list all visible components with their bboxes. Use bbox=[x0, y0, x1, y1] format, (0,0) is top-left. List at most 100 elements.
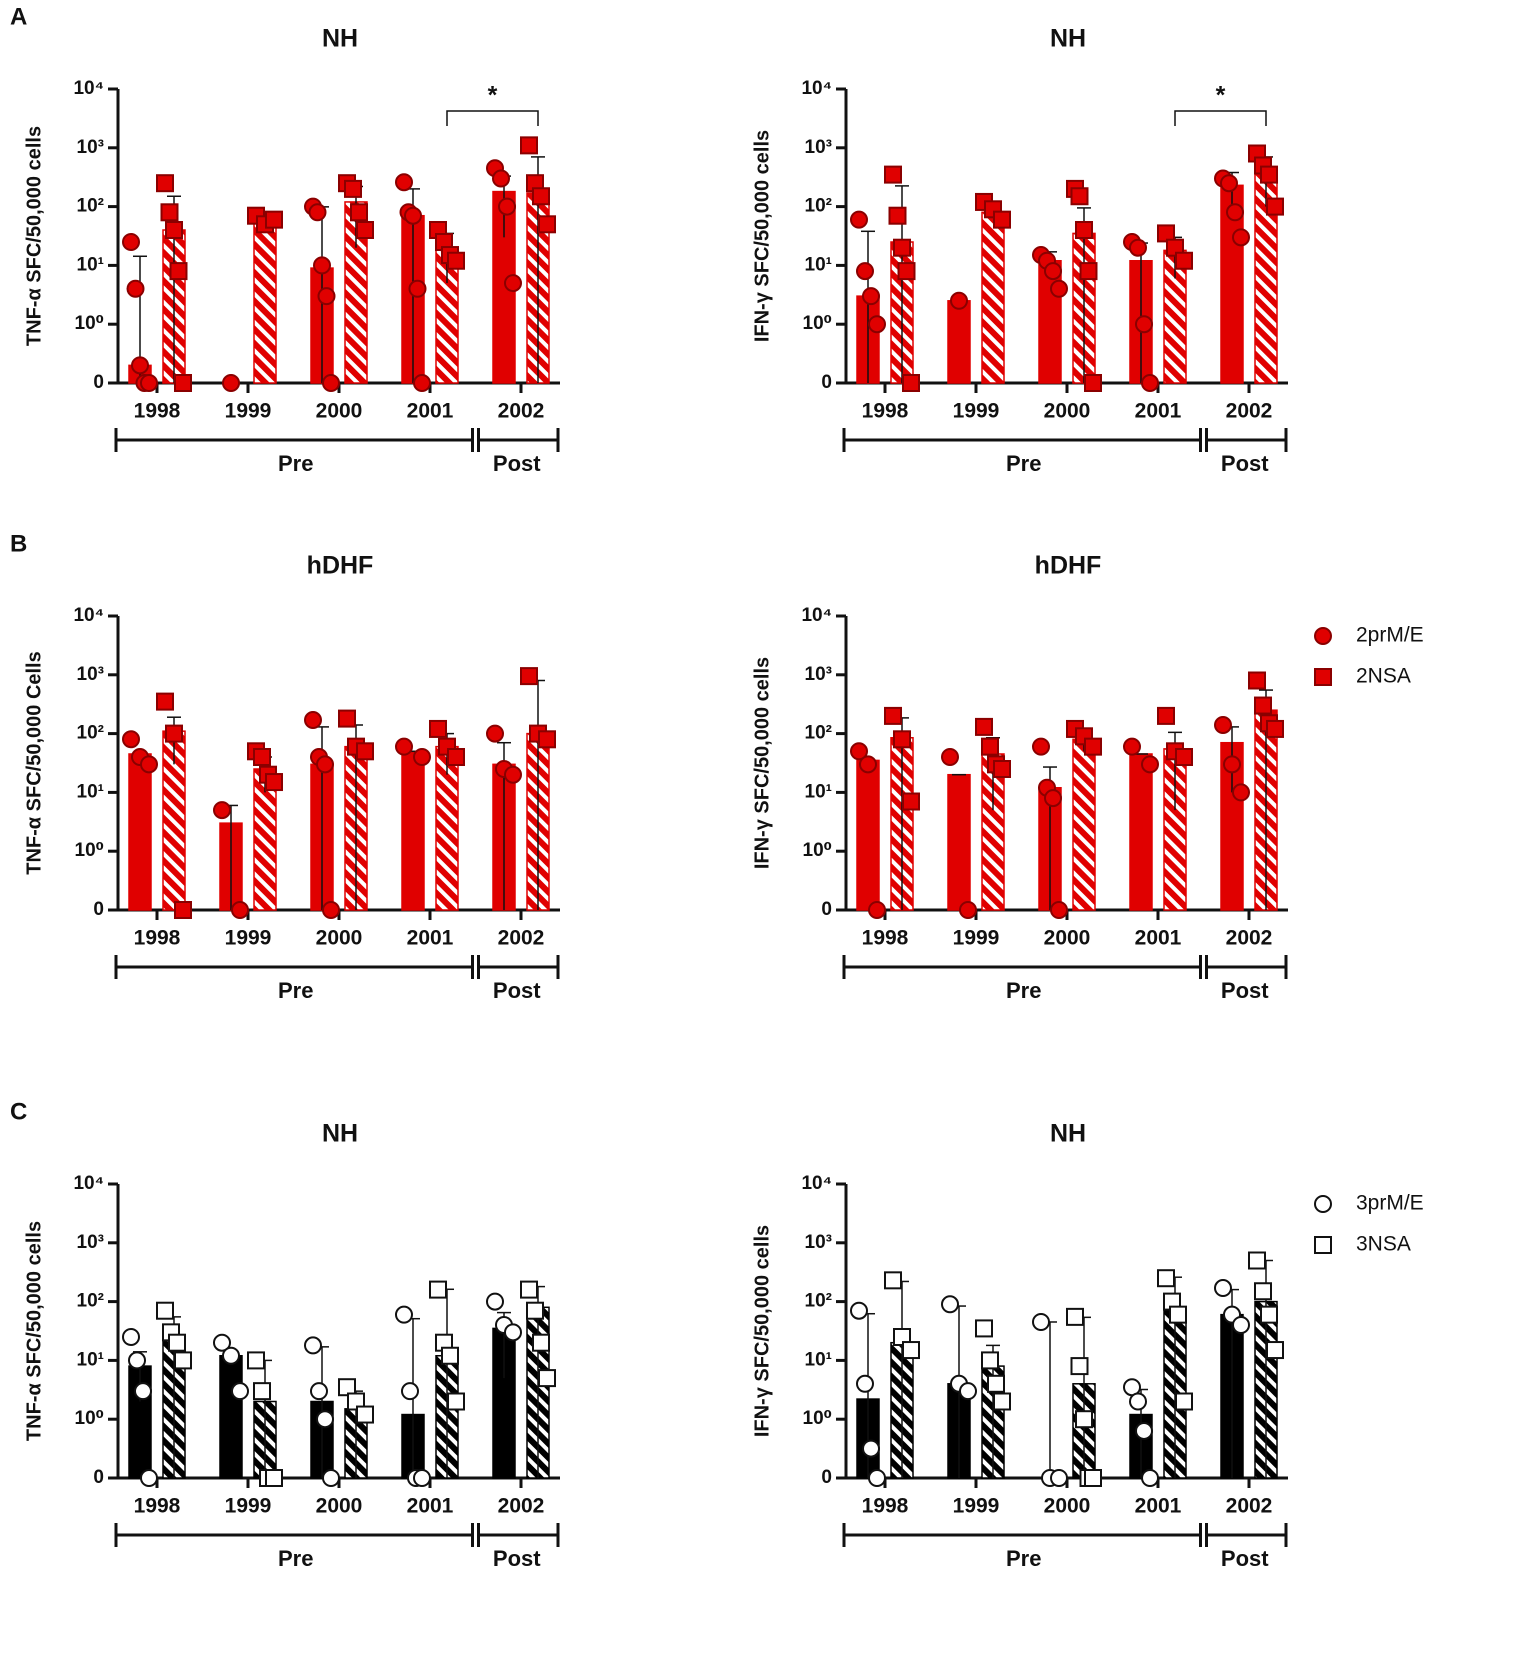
data-point bbox=[1266, 197, 1284, 216]
data-point bbox=[1220, 174, 1238, 193]
data-point bbox=[1226, 203, 1244, 222]
data-point bbox=[856, 262, 874, 281]
data-point bbox=[902, 792, 920, 811]
x-tick-label: 1998 bbox=[862, 1495, 909, 1518]
data-point bbox=[222, 374, 240, 392]
data-point bbox=[213, 1333, 231, 1352]
data-point bbox=[981, 1351, 999, 1370]
data-point bbox=[316, 1410, 334, 1429]
group-label: Pre bbox=[278, 1546, 313, 1571]
y-tick-label: 10² bbox=[77, 1291, 104, 1312]
data-point bbox=[486, 1292, 504, 1311]
data-point bbox=[981, 737, 999, 756]
chart-title: NH bbox=[322, 25, 358, 53]
y-tick-label: 10² bbox=[805, 196, 832, 217]
y-tick-label: 0 bbox=[821, 1467, 832, 1488]
x-tick-label: 1998 bbox=[134, 927, 181, 950]
y-tick-label: 0 bbox=[93, 899, 104, 920]
data-point bbox=[1248, 1251, 1266, 1270]
x-tick-label: 2000 bbox=[316, 927, 363, 950]
data-point bbox=[165, 220, 183, 239]
data-point bbox=[538, 215, 556, 234]
group-label: Pre bbox=[278, 978, 313, 1003]
data-point bbox=[1157, 706, 1175, 725]
data-point bbox=[1050, 1469, 1068, 1487]
data-point bbox=[313, 256, 331, 275]
data-point bbox=[504, 274, 522, 293]
data-point bbox=[1266, 1341, 1284, 1360]
x-tick-label: 2000 bbox=[1044, 1495, 1091, 1518]
data-point bbox=[253, 747, 271, 766]
legend-label: 3prM/E bbox=[1356, 1192, 1424, 1215]
data-point bbox=[486, 724, 504, 743]
data-point bbox=[959, 1382, 977, 1401]
data-point bbox=[441, 1346, 459, 1365]
data-point bbox=[344, 179, 362, 198]
data-point bbox=[902, 1341, 920, 1360]
data-point bbox=[1254, 1282, 1272, 1301]
data-point bbox=[1135, 315, 1153, 334]
data-point bbox=[160, 203, 179, 222]
data-point bbox=[401, 1382, 419, 1401]
data-point bbox=[447, 747, 465, 766]
y-axis-label: IFN-γ SFC/50,000 cells bbox=[751, 1225, 773, 1437]
data-point bbox=[395, 1305, 413, 1324]
data-point bbox=[408, 279, 427, 298]
data-point bbox=[447, 1392, 465, 1411]
data-point bbox=[975, 1319, 993, 1338]
significance-bracket bbox=[1174, 110, 1267, 126]
data-point bbox=[1169, 1305, 1187, 1324]
data-point bbox=[897, 262, 916, 281]
legend-label: 3NSA bbox=[1356, 1233, 1411, 1256]
x-tick-label: 2001 bbox=[1135, 927, 1182, 950]
data-point bbox=[265, 210, 283, 229]
data-point bbox=[888, 206, 907, 225]
data-point bbox=[1260, 165, 1278, 184]
data-point bbox=[1084, 737, 1102, 756]
data-point bbox=[122, 730, 140, 749]
data-point bbox=[174, 374, 192, 392]
group-label: Post bbox=[493, 451, 541, 476]
data-point bbox=[304, 1336, 322, 1355]
data-point bbox=[1254, 696, 1272, 715]
data-point bbox=[231, 901, 249, 919]
bar bbox=[1072, 738, 1096, 911]
data-point bbox=[532, 187, 550, 206]
data-point bbox=[122, 1328, 140, 1347]
x-tick-label: 2000 bbox=[316, 400, 363, 423]
data-point bbox=[1066, 1307, 1084, 1326]
y-tick-label: 10⁴ bbox=[73, 1173, 104, 1194]
y-tick-label: 10⁴ bbox=[801, 78, 832, 99]
data-point bbox=[1032, 737, 1050, 756]
y-tick-label: 10¹ bbox=[805, 254, 832, 275]
y-tick-label: 10³ bbox=[77, 1232, 104, 1253]
data-point bbox=[884, 165, 902, 184]
data-point bbox=[447, 251, 465, 270]
y-axis-label: TNF-α SFC/50,000 cells bbox=[23, 1221, 45, 1441]
data-point bbox=[156, 692, 174, 711]
significance-label: * bbox=[488, 82, 498, 110]
bar bbox=[128, 753, 152, 911]
data-point bbox=[1214, 716, 1232, 735]
data-point bbox=[520, 136, 538, 155]
chart-title: hDHF bbox=[307, 552, 374, 580]
x-tick-label: 2002 bbox=[498, 1495, 545, 1518]
data-point bbox=[1032, 1312, 1050, 1331]
data-point bbox=[174, 901, 192, 919]
x-tick-label: 2001 bbox=[1135, 1495, 1182, 1518]
data-point bbox=[429, 719, 447, 738]
x-tick-label: 1998 bbox=[134, 400, 181, 423]
legend-marker bbox=[1314, 627, 1332, 645]
chart-title: NH bbox=[1050, 1120, 1086, 1148]
legend-marker bbox=[1314, 1195, 1332, 1213]
data-point bbox=[1223, 755, 1241, 774]
data-point bbox=[1141, 1469, 1159, 1487]
y-tick-label: 10³ bbox=[805, 137, 832, 158]
data-point bbox=[987, 1374, 1005, 1393]
significance-bracket bbox=[446, 110, 539, 126]
group-label: Post bbox=[1221, 451, 1269, 476]
y-tick-label: 10⁴ bbox=[73, 605, 104, 626]
y-axis-label: TNF-α SFC/50,000 Cells bbox=[23, 651, 45, 874]
data-point bbox=[902, 374, 920, 392]
y-tick-label: 10⁴ bbox=[73, 78, 104, 99]
